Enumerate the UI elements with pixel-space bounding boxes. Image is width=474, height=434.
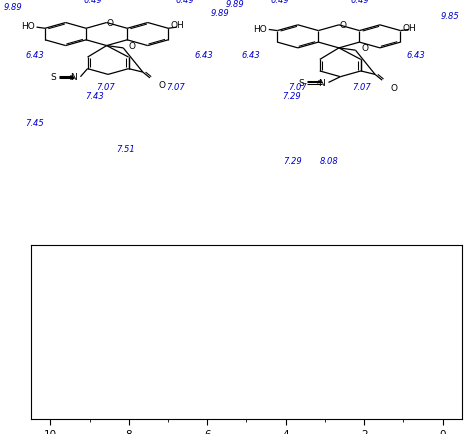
Text: 6.49: 6.49 — [175, 0, 194, 5]
Text: 7.29: 7.29 — [282, 92, 301, 101]
Text: 7.07: 7.07 — [352, 83, 371, 92]
Text: HO: HO — [253, 25, 267, 34]
Text: 7.07: 7.07 — [96, 83, 115, 92]
Text: O: O — [391, 83, 398, 92]
Text: OH: OH — [171, 21, 184, 30]
Text: 6.43: 6.43 — [25, 51, 44, 60]
Text: 6.49: 6.49 — [270, 0, 289, 5]
Text: C: C — [69, 75, 73, 81]
Text: 7.07: 7.07 — [166, 83, 185, 92]
Text: 6.43: 6.43 — [194, 51, 213, 60]
Text: 8.08: 8.08 — [320, 157, 339, 166]
Text: OH: OH — [403, 23, 417, 33]
Text: 9.85: 9.85 — [441, 12, 460, 21]
Text: N: N — [70, 73, 77, 82]
Text: 6.43: 6.43 — [242, 51, 261, 60]
Text: S: S — [299, 79, 304, 88]
Text: 6.43: 6.43 — [407, 51, 426, 60]
Text: 9.89: 9.89 — [4, 3, 23, 11]
Text: 7.29: 7.29 — [283, 157, 302, 166]
Text: 7.51: 7.51 — [116, 145, 135, 154]
Text: O: O — [339, 21, 346, 30]
Text: 9.89: 9.89 — [211, 10, 230, 18]
Text: 7.45: 7.45 — [25, 118, 44, 128]
Text: S: S — [51, 73, 56, 82]
Text: 6.49: 6.49 — [351, 0, 370, 5]
Text: 7.07: 7.07 — [288, 83, 307, 92]
Text: 9.89: 9.89 — [225, 0, 244, 9]
Text: 6.49: 6.49 — [83, 0, 102, 5]
Text: O: O — [158, 81, 165, 90]
Text: 7.43: 7.43 — [85, 92, 104, 101]
Text: N: N — [318, 79, 325, 88]
Text: HO: HO — [21, 23, 35, 31]
Text: C: C — [317, 80, 321, 86]
Text: O: O — [129, 42, 136, 50]
Text: O: O — [361, 44, 368, 53]
Text: O: O — [107, 19, 114, 27]
